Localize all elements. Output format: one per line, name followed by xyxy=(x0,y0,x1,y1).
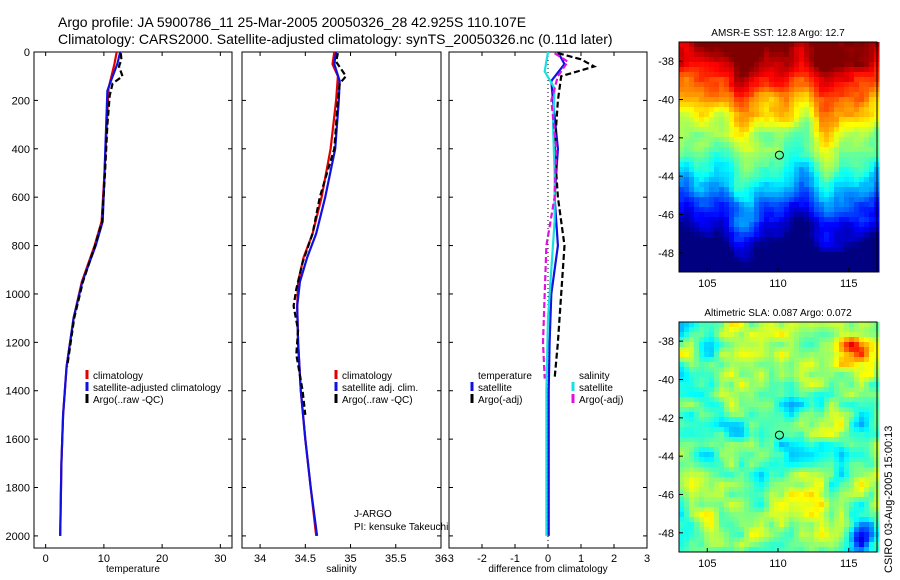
sla-map-ytick-label: -44 xyxy=(658,451,674,463)
series-salinity-argo-adj- xyxy=(541,52,570,379)
salinity-axes-box xyxy=(241,51,442,549)
depth-tick-label: 800 xyxy=(12,241,30,253)
depth-tick-label: 0 xyxy=(24,47,30,59)
title-line-1: Argo profile: JA 5900786_11 25-Mar-2005 … xyxy=(58,14,527,30)
depth-tick-label: 200 xyxy=(12,95,30,107)
salinity-xtick-label: 34.5 xyxy=(295,553,316,565)
series-argo-raw-qc- xyxy=(66,53,124,367)
difference-xtick-label: 0 xyxy=(545,553,551,565)
sst-map-xtick-label: 105 xyxy=(698,278,716,290)
temperature-xlabel: temperature xyxy=(106,564,160,575)
sst-map-ytick-label: -44 xyxy=(658,171,674,183)
sst-map-ytick-label: -38 xyxy=(658,56,674,68)
sla-map-xtick-label: 110 xyxy=(769,558,787,570)
legend-label: satellite-adjusted climatology xyxy=(93,383,221,394)
legend-label: climatology xyxy=(93,371,143,382)
sst-map-panel: AMSR-E SST: 12.8 Argo: 12.7 105 110 115 -38 -… xyxy=(658,28,880,290)
difference-xtick-label: -2 xyxy=(477,553,487,565)
temperature-xtick-label: 10 xyxy=(98,553,110,565)
legend-label: temperature xyxy=(478,371,532,382)
sst-map-ytick-label: -40 xyxy=(658,95,674,107)
difference-panel: -3 -2 -1 0 1 2 3 difference from climatology tem… xyxy=(444,51,650,575)
sla-map-panel: Altimetric SLA: 0.087 Argo: 0.072 105 110 1… xyxy=(658,308,880,570)
legend-label: Argo(-adj) xyxy=(478,395,522,406)
depth-tick-label: 1600 xyxy=(6,434,30,446)
sst-map-heatmap-cells xyxy=(679,42,880,273)
legend-label: Argo(..raw -QC) xyxy=(93,395,164,406)
legend-label: Argo(-adj) xyxy=(579,395,623,406)
argo-position-marker xyxy=(774,150,784,160)
sst-map-title: AMSR-E SST: 12.8 Argo: 12.7 xyxy=(711,28,845,39)
sla-map-ytick-label: -42 xyxy=(658,413,674,425)
series-argo-raw-qc- xyxy=(292,52,348,416)
difference-xtick-label: 3 xyxy=(644,553,650,565)
depth-tick-label: 400 xyxy=(12,144,30,156)
sla-map-xtick-label: 105 xyxy=(698,558,716,570)
sst-map-ytick-label: -46 xyxy=(658,210,674,222)
difference-xtick-label: -1 xyxy=(510,553,520,565)
salinity-xtick-label: 34 xyxy=(254,553,266,565)
temperature-axes-box xyxy=(33,51,233,549)
difference-xlabel: difference from climatology xyxy=(488,564,607,575)
sst-map-ytick-label: -48 xyxy=(658,248,674,260)
sla-map-ytick-label: -40 xyxy=(658,375,674,387)
depth-tick-label: 1800 xyxy=(6,483,30,495)
legend-label: satellite xyxy=(478,383,512,394)
temperature-panel: 0 10 20 30 temperature 0 200 400 600 800 1000 1200 1… xyxy=(6,47,233,575)
salinity-xtick-label: 36 xyxy=(435,553,447,565)
depth-tick-label: 1400 xyxy=(6,386,30,398)
depth-tick-label: 1000 xyxy=(6,289,30,301)
salinity-xtick-label: 35 xyxy=(344,553,356,565)
depth-tick-label: 2000 xyxy=(6,531,30,543)
sla-map-heatmap-cells xyxy=(679,322,880,553)
sla-map-xtick-label: 115 xyxy=(840,558,858,570)
series-salinity-satellite xyxy=(543,51,556,536)
salinity-panel: 34 34.5 35 35.5 36 salinity climatologysatelli… xyxy=(241,51,448,575)
temperature-xtick-label: 0 xyxy=(43,553,49,565)
difference-xtick-label: 2 xyxy=(611,553,617,565)
title-line-2: Climatology: CARS2000. Satellite-adjuste… xyxy=(58,31,613,47)
sst-map-ytick-label: -42 xyxy=(658,133,674,145)
difference-xtick-label: -3 xyxy=(444,553,454,565)
credit-text: CSIRO 03-Aug-2005 15:00:13 xyxy=(883,426,895,573)
legend-label: satellite xyxy=(579,383,613,394)
sla-map-title: Altimetric SLA: 0.087 Argo: 0.072 xyxy=(704,308,852,319)
sla-map-ytick-label: -46 xyxy=(658,490,674,502)
difference-xtick-label: 1 xyxy=(578,553,584,565)
sla-map-ytick-label: -38 xyxy=(658,336,674,348)
annotation-text: J-ARGO xyxy=(354,509,392,520)
series-temperature-satellite xyxy=(547,51,566,536)
legend-label: Argo(..raw -QC) xyxy=(342,395,413,406)
series-satellite-adjusted-climatology xyxy=(59,51,122,536)
temperature-xtick-label: 20 xyxy=(156,553,168,565)
salinity-xlabel: salinity xyxy=(326,564,357,575)
depth-tick-label: 1200 xyxy=(6,337,30,349)
sst-map-xtick-label: 110 xyxy=(769,278,787,290)
legend-label: satellite adj. clim. xyxy=(342,383,418,394)
sla-map-ytick-label: -48 xyxy=(658,528,674,540)
depth-tick-label: 600 xyxy=(12,192,30,204)
temperature-xtick-label: 30 xyxy=(214,553,226,565)
sst-map-xtick-label: 115 xyxy=(840,278,858,290)
legend-label: salinity xyxy=(579,371,610,382)
legend-label: climatology xyxy=(342,371,392,382)
annotation-text: PI: kensuke Takeuchi xyxy=(354,522,448,533)
argo-position-marker xyxy=(774,430,784,440)
salinity-xtick-label: 35.5 xyxy=(385,553,406,565)
